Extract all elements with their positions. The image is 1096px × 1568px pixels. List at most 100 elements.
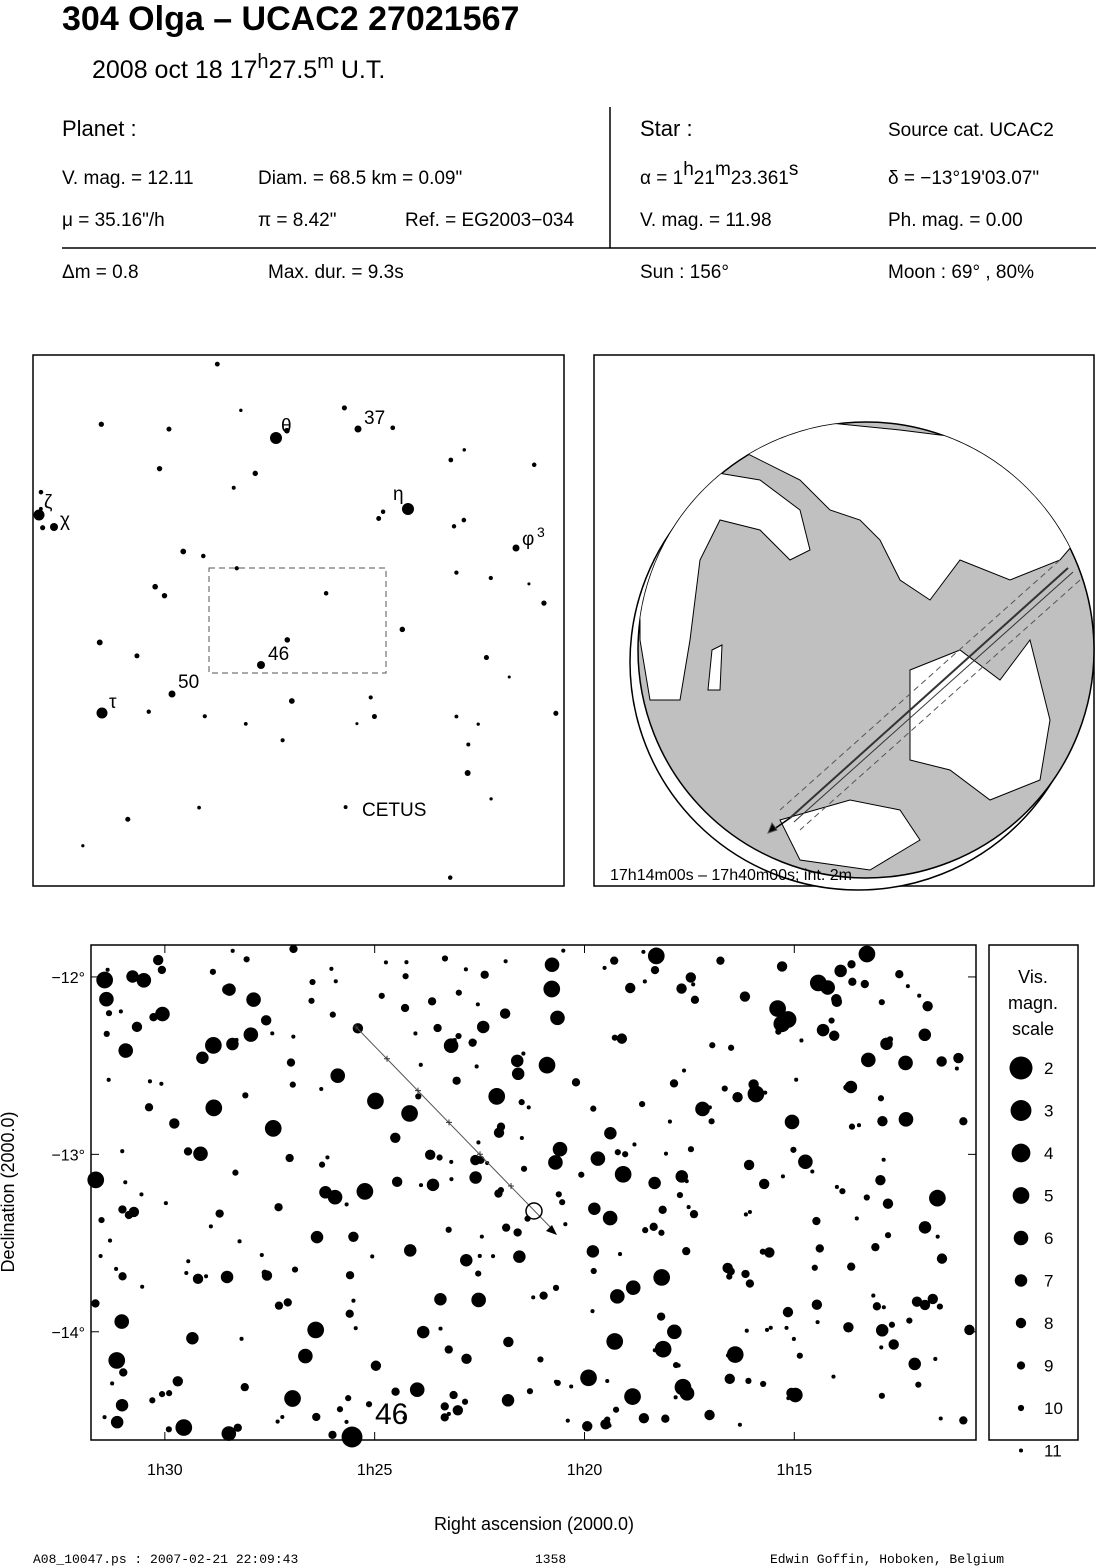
- star: [114, 1314, 130, 1329]
- map-star-label: 46: [375, 1398, 408, 1431]
- star: [345, 1309, 354, 1318]
- alpha-min: 21: [694, 168, 715, 189]
- star: [571, 1078, 581, 1087]
- star: [81, 844, 85, 848]
- star: [390, 425, 396, 431]
- star: [638, 1412, 650, 1424]
- star: [604, 1127, 617, 1140]
- star: [743, 1159, 755, 1171]
- star: [839, 1188, 846, 1195]
- star: [354, 425, 362, 433]
- minute-unit: m: [317, 51, 334, 73]
- star: [872, 1302, 882, 1311]
- star: [494, 1189, 503, 1198]
- time-scale: U.T.: [334, 56, 385, 84]
- star: [147, 1079, 152, 1084]
- star: [399, 626, 406, 633]
- star: [810, 1169, 815, 1174]
- track-tick: [384, 1055, 390, 1062]
- star: [119, 1368, 128, 1377]
- star-vmag: V. mag. = 11.98: [640, 210, 772, 231]
- star: [501, 1223, 511, 1232]
- source-catalog: Source cat. UCAC2: [888, 120, 1054, 141]
- legend-label: 5: [1044, 1187, 1053, 1206]
- star: [118, 1009, 123, 1014]
- star: [672, 1361, 680, 1369]
- star: [929, 1189, 946, 1207]
- star: [799, 1038, 804, 1043]
- star: [716, 956, 725, 965]
- footer-file: A08_10047.ps : 2007-02-21 22:09:43: [33, 1552, 298, 1567]
- star: [499, 1008, 511, 1019]
- star: [936, 1303, 943, 1310]
- star: [275, 1419, 280, 1424]
- star: [184, 1270, 189, 1276]
- star: [686, 1205, 691, 1210]
- star: [737, 1422, 742, 1427]
- star: [461, 1398, 469, 1405]
- star: [232, 1169, 239, 1176]
- star: [454, 714, 459, 719]
- map-frame: [90, 944, 977, 1441]
- date-text: 2008 oct 18 17: [92, 56, 257, 84]
- star: [875, 1324, 889, 1337]
- legend-dot: [1010, 1100, 1032, 1121]
- star: [230, 948, 235, 953]
- star: [264, 1120, 282, 1137]
- star: [831, 1374, 836, 1379]
- legend-label: 11: [1044, 1442, 1062, 1461]
- minutes: 27.5: [269, 56, 318, 84]
- alpha-m: m: [715, 159, 731, 180]
- legend-title: Vis.: [1018, 967, 1048, 987]
- star: [237, 1239, 242, 1244]
- star: [128, 1206, 140, 1218]
- star: [139, 1192, 144, 1197]
- star: [488, 1088, 506, 1105]
- star: [691, 982, 696, 987]
- star: [503, 1336, 514, 1348]
- track-arrow: [546, 1225, 557, 1235]
- star: [642, 979, 647, 984]
- star: [402, 503, 414, 515]
- star: [341, 405, 347, 411]
- star: [483, 655, 489, 661]
- footer-author: Edwin Goffin, Hoboken, Belgium: [770, 1552, 1004, 1567]
- star: [468, 1038, 477, 1047]
- star: [270, 1031, 275, 1036]
- x-tick-label: 1h25: [357, 1462, 393, 1479]
- star-phmag: Ph. mag. = 0.00: [888, 210, 1023, 231]
- legend-dot: [1013, 1230, 1029, 1246]
- star: [136, 973, 152, 988]
- star: [186, 1259, 191, 1264]
- star: [610, 1289, 625, 1304]
- star: [758, 1178, 770, 1190]
- star: [455, 989, 462, 996]
- date: 2008 oct 18 17h27.5m U.T.: [92, 51, 385, 84]
- star: [642, 1227, 649, 1234]
- star: [606, 1333, 624, 1350]
- star: [40, 525, 46, 531]
- star: [390, 1132, 401, 1144]
- star: [323, 591, 329, 596]
- star: [676, 983, 687, 994]
- star: [537, 1356, 544, 1363]
- star: [638, 1101, 646, 1108]
- legend: 2 3 4 5 6 7 8 9 10 11: [1009, 1056, 1063, 1461]
- star: [443, 1038, 459, 1053]
- star: [544, 957, 560, 973]
- star: [449, 1159, 454, 1164]
- star: [144, 1103, 154, 1112]
- star: [280, 738, 285, 743]
- star: [131, 1021, 143, 1033]
- star: [348, 1231, 359, 1242]
- star: [501, 1394, 515, 1407]
- legend-label: 9: [1044, 1357, 1053, 1376]
- star: [318, 1161, 326, 1168]
- star: [911, 1296, 923, 1307]
- x-tick-label: 1h30: [147, 1462, 183, 1479]
- star: [779, 1011, 797, 1028]
- star: [590, 1151, 606, 1166]
- star: [260, 1015, 272, 1026]
- star: [370, 1254, 375, 1259]
- star: [607, 1423, 612, 1428]
